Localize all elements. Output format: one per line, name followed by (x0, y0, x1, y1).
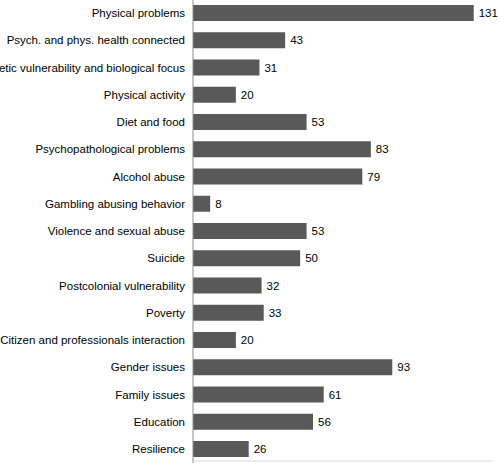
category-label: Family issues (115, 389, 185, 401)
data-label: 131 (479, 7, 498, 19)
bar (193, 250, 300, 266)
data-label: 53 (312, 225, 325, 237)
bar (193, 359, 392, 375)
bar (193, 223, 307, 239)
category-label: Genetic vulnerability and biological foc… (0, 62, 185, 74)
bar (193, 87, 236, 103)
data-label: 20 (241, 89, 254, 101)
chart: Physical problems 131 Psych. and phys. hea… (0, 0, 500, 463)
data-label: 31 (264, 62, 277, 74)
bar (193, 60, 259, 76)
category-axis (193, 0, 194, 463)
category-label: Postcolonial vulnerability (59, 280, 185, 292)
data-label: 20 (241, 334, 254, 346)
data-label: 56 (318, 416, 331, 428)
data-label: 79 (367, 171, 380, 183)
data-label: 61 (329, 389, 342, 401)
data-label: 33 (269, 307, 282, 319)
bar (193, 414, 313, 430)
bar (193, 5, 474, 21)
chart-container: Physical problems 131 Psych. and phys. hea… (0, 0, 500, 463)
data-label: 26 (254, 443, 267, 455)
data-label: 53 (312, 116, 325, 128)
category-label: Violence and sexual abuse (48, 225, 185, 237)
bar (193, 196, 210, 212)
data-label: 83 (376, 143, 389, 155)
category-label: Suicide (147, 252, 185, 264)
category-label: Resilience (132, 443, 185, 455)
bars (193, 5, 474, 457)
category-label: Diet and food (117, 116, 185, 128)
bar (193, 114, 307, 130)
bar (193, 32, 285, 48)
category-label: Poverty (146, 307, 185, 319)
category-label: Psychopathological problems (35, 143, 185, 155)
category-label: Gender issues (111, 361, 185, 373)
category-label: Psych. and phys. health connected (7, 34, 185, 46)
category-label: Gambling abusing behavior (45, 198, 185, 210)
data-label: 93 (397, 361, 410, 373)
bar (193, 305, 264, 321)
data-label: 50 (305, 252, 318, 264)
bar (193, 141, 371, 157)
bar (193, 332, 236, 348)
category-label: Physical problems (92, 7, 186, 19)
value-axis (193, 461, 493, 462)
category-label: Alcohol abuse (113, 171, 185, 183)
category-label: Education (134, 416, 185, 428)
bar (193, 387, 324, 403)
category-label: Citizen and professionals interaction (0, 334, 185, 346)
bar (193, 278, 262, 294)
data-label: 43 (290, 34, 303, 46)
labels: Physical problems 131 Psych. and phys. hea… (0, 7, 498, 455)
data-label: 32 (267, 280, 280, 292)
data-label: 8 (215, 198, 221, 210)
category-label: Physical activity (104, 89, 185, 101)
bar (193, 441, 249, 457)
bar (193, 169, 362, 185)
